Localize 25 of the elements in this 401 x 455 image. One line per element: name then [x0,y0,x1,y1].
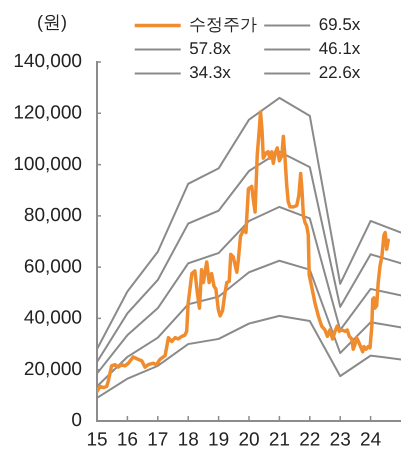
y-tick-label: 100,000 [13,154,82,175]
x-tick-label: 21 [268,430,290,451]
legend-label: 22.6x [318,63,361,82]
y-tick-label: 140,000 [13,51,82,72]
x-tick-label: 18 [178,430,199,451]
legend-label: 34.3x [189,63,232,82]
x-tick-label: 19 [208,430,230,451]
y-tick-label: 0 [71,410,82,432]
x-tick-label: 20 [238,430,260,451]
legend-label: 57.8x [189,39,232,58]
x-tick-label: 16 [116,430,138,451]
legend-label: 69.5x [318,15,361,34]
x-tick-label: 17 [147,430,168,451]
x-tick-label: 23 [330,430,351,451]
legend-label: 수정주가 [189,15,258,34]
y-tick-label: 40,000 [24,308,82,329]
legend-label: 46.1x [318,39,361,58]
x-tick-label: 22 [299,430,320,451]
y-tick-label: 20,000 [24,358,82,380]
y-tick-label: 60,000 [24,256,82,278]
x-tick-label: 15 [86,430,108,451]
y-tick-label: 120,000 [13,102,82,124]
y-tick-label: 80,000 [24,205,82,226]
y-axis-title: (원) [37,12,67,32]
x-tick-label: 24 [360,430,382,451]
